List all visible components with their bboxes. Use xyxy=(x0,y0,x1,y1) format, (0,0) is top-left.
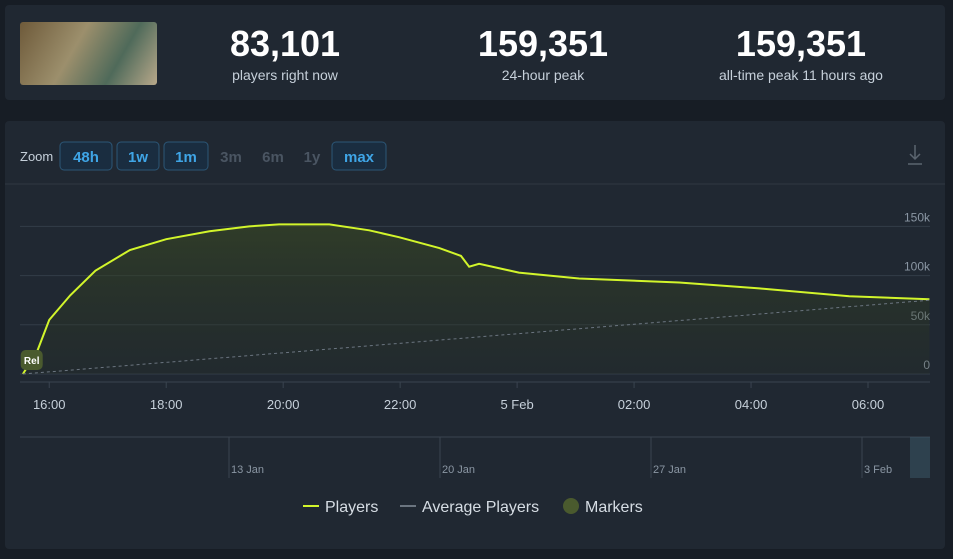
navigator-label: 13 Jan xyxy=(231,464,264,476)
navigator-window xyxy=(910,437,930,478)
zoom-button[interactable] xyxy=(163,141,209,171)
x-tick-label: 5 Feb xyxy=(500,397,533,412)
series-line xyxy=(22,223,930,375)
stat-value: 159,351 xyxy=(477,23,609,64)
stat: 159,351 all-time peak 11 hours ago xyxy=(691,23,911,83)
legend-symbol xyxy=(563,498,579,514)
stat-value: 83,101 xyxy=(229,23,341,64)
header: 83,101 players right now 159,351 24-hour p… xyxy=(5,5,945,100)
zoom-option: 1y xyxy=(304,149,321,166)
y-tick-label: 150k xyxy=(904,210,931,224)
navigator-label: 20 Jan xyxy=(442,464,475,476)
stat: 83,101 players right now xyxy=(175,23,395,83)
zoom-option: 6m xyxy=(262,149,284,166)
stat: 159,351 24-hour peak xyxy=(433,23,653,83)
game-image xyxy=(20,22,157,85)
x-tick-label: 04:00 xyxy=(735,397,768,412)
zoom-option[interactable]: 1w xyxy=(128,149,148,166)
legend-label[interactable]: Average Players xyxy=(422,499,539,516)
legend-label[interactable]: Markers xyxy=(585,499,643,516)
zoom-button[interactable] xyxy=(116,141,160,171)
zoom-option: 3m xyxy=(220,149,242,166)
zoom-option[interactable]: max xyxy=(344,149,375,166)
zoom-label: Zoom xyxy=(20,149,53,164)
x-tick-label: 06:00 xyxy=(852,397,885,412)
x-tick-label: 20:00 xyxy=(267,397,300,412)
y-tick-label: 100k xyxy=(904,260,931,274)
zoom-button[interactable] xyxy=(59,141,113,171)
x-tick-label: 02:00 xyxy=(618,397,651,412)
zoom-option[interactable]: 1m xyxy=(175,149,197,166)
navigator-label: 3 Feb xyxy=(864,464,892,476)
marker[interactable] xyxy=(20,350,43,370)
navigator-label: 27 Jan xyxy=(653,464,686,476)
series-line xyxy=(22,299,930,375)
x-tick-label: 16:00 xyxy=(33,397,66,412)
stat-label: all-time peak 11 hours ago xyxy=(719,67,883,83)
area xyxy=(22,224,930,374)
zoom-button[interactable] xyxy=(331,141,387,171)
legend-label[interactable]: Players xyxy=(325,499,378,516)
x-tick-label: 18:00 xyxy=(150,397,183,412)
x-tick-label: 22:00 xyxy=(384,397,417,412)
marker-label: Rel xyxy=(24,356,40,367)
zoom-option[interactable]: 48h xyxy=(73,149,99,166)
stat-label: players right now xyxy=(232,67,338,83)
stat-value: 159,351 xyxy=(735,23,867,64)
download-icon[interactable] xyxy=(908,145,922,165)
stat-label: 24-hour peak xyxy=(501,67,585,83)
